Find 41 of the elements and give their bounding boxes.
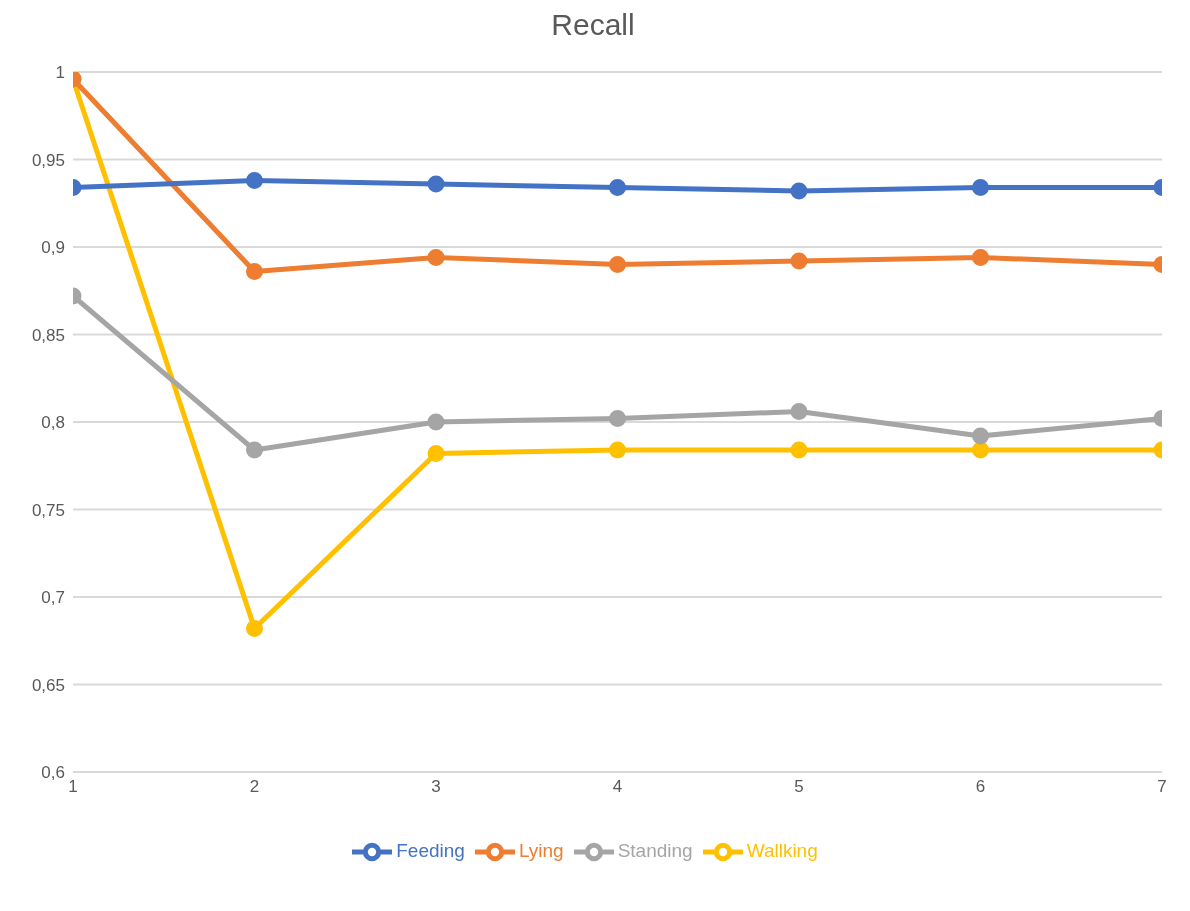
point bbox=[972, 427, 989, 445]
point bbox=[609, 410, 626, 427]
point bbox=[427, 175, 445, 193]
point bbox=[246, 172, 263, 189]
point bbox=[246, 620, 263, 637]
x-tick-label: 5 bbox=[794, 777, 804, 797]
point bbox=[427, 445, 445, 462]
x-tick-label: 6 bbox=[975, 777, 986, 797]
point bbox=[609, 179, 626, 196]
point bbox=[790, 252, 808, 270]
point bbox=[790, 441, 808, 459]
y-tick-label: 0,75 bbox=[31, 500, 65, 520]
y-tick-label: 0,6 bbox=[41, 763, 65, 783]
point bbox=[972, 441, 989, 459]
point bbox=[246, 263, 263, 280]
point bbox=[972, 249, 989, 266]
point bbox=[427, 249, 445, 266]
point bbox=[609, 256, 626, 273]
legend-label: Standing bbox=[617, 840, 693, 862]
legend-label: Feeding bbox=[396, 840, 465, 862]
legend-label: Lying bbox=[518, 840, 564, 862]
chart-title: Recall bbox=[550, 8, 636, 42]
legend-label: Wallking bbox=[746, 840, 818, 862]
y-tick-label: 0,95 bbox=[31, 150, 65, 170]
x-tick-label: 2 bbox=[249, 777, 260, 797]
x-tick-label: 4 bbox=[612, 777, 623, 797]
point bbox=[790, 403, 808, 420]
y-tick-label: 0,85 bbox=[31, 325, 65, 345]
y-tick-label: 0,65 bbox=[31, 675, 65, 695]
x-tick-label: 1 bbox=[68, 777, 78, 797]
y-tick-label: 0,9 bbox=[41, 238, 65, 258]
point bbox=[246, 441, 263, 459]
point bbox=[972, 179, 989, 196]
point bbox=[790, 182, 808, 200]
point bbox=[609, 441, 626, 459]
y-tick-label: 1 bbox=[55, 63, 65, 83]
x-tick-label: 3 bbox=[431, 777, 441, 797]
y-tick-label: 0,8 bbox=[41, 413, 65, 433]
y-tick-label: 0,7 bbox=[41, 588, 65, 608]
point bbox=[427, 413, 445, 431]
x-tick-label: 7 bbox=[1157, 777, 1167, 797]
